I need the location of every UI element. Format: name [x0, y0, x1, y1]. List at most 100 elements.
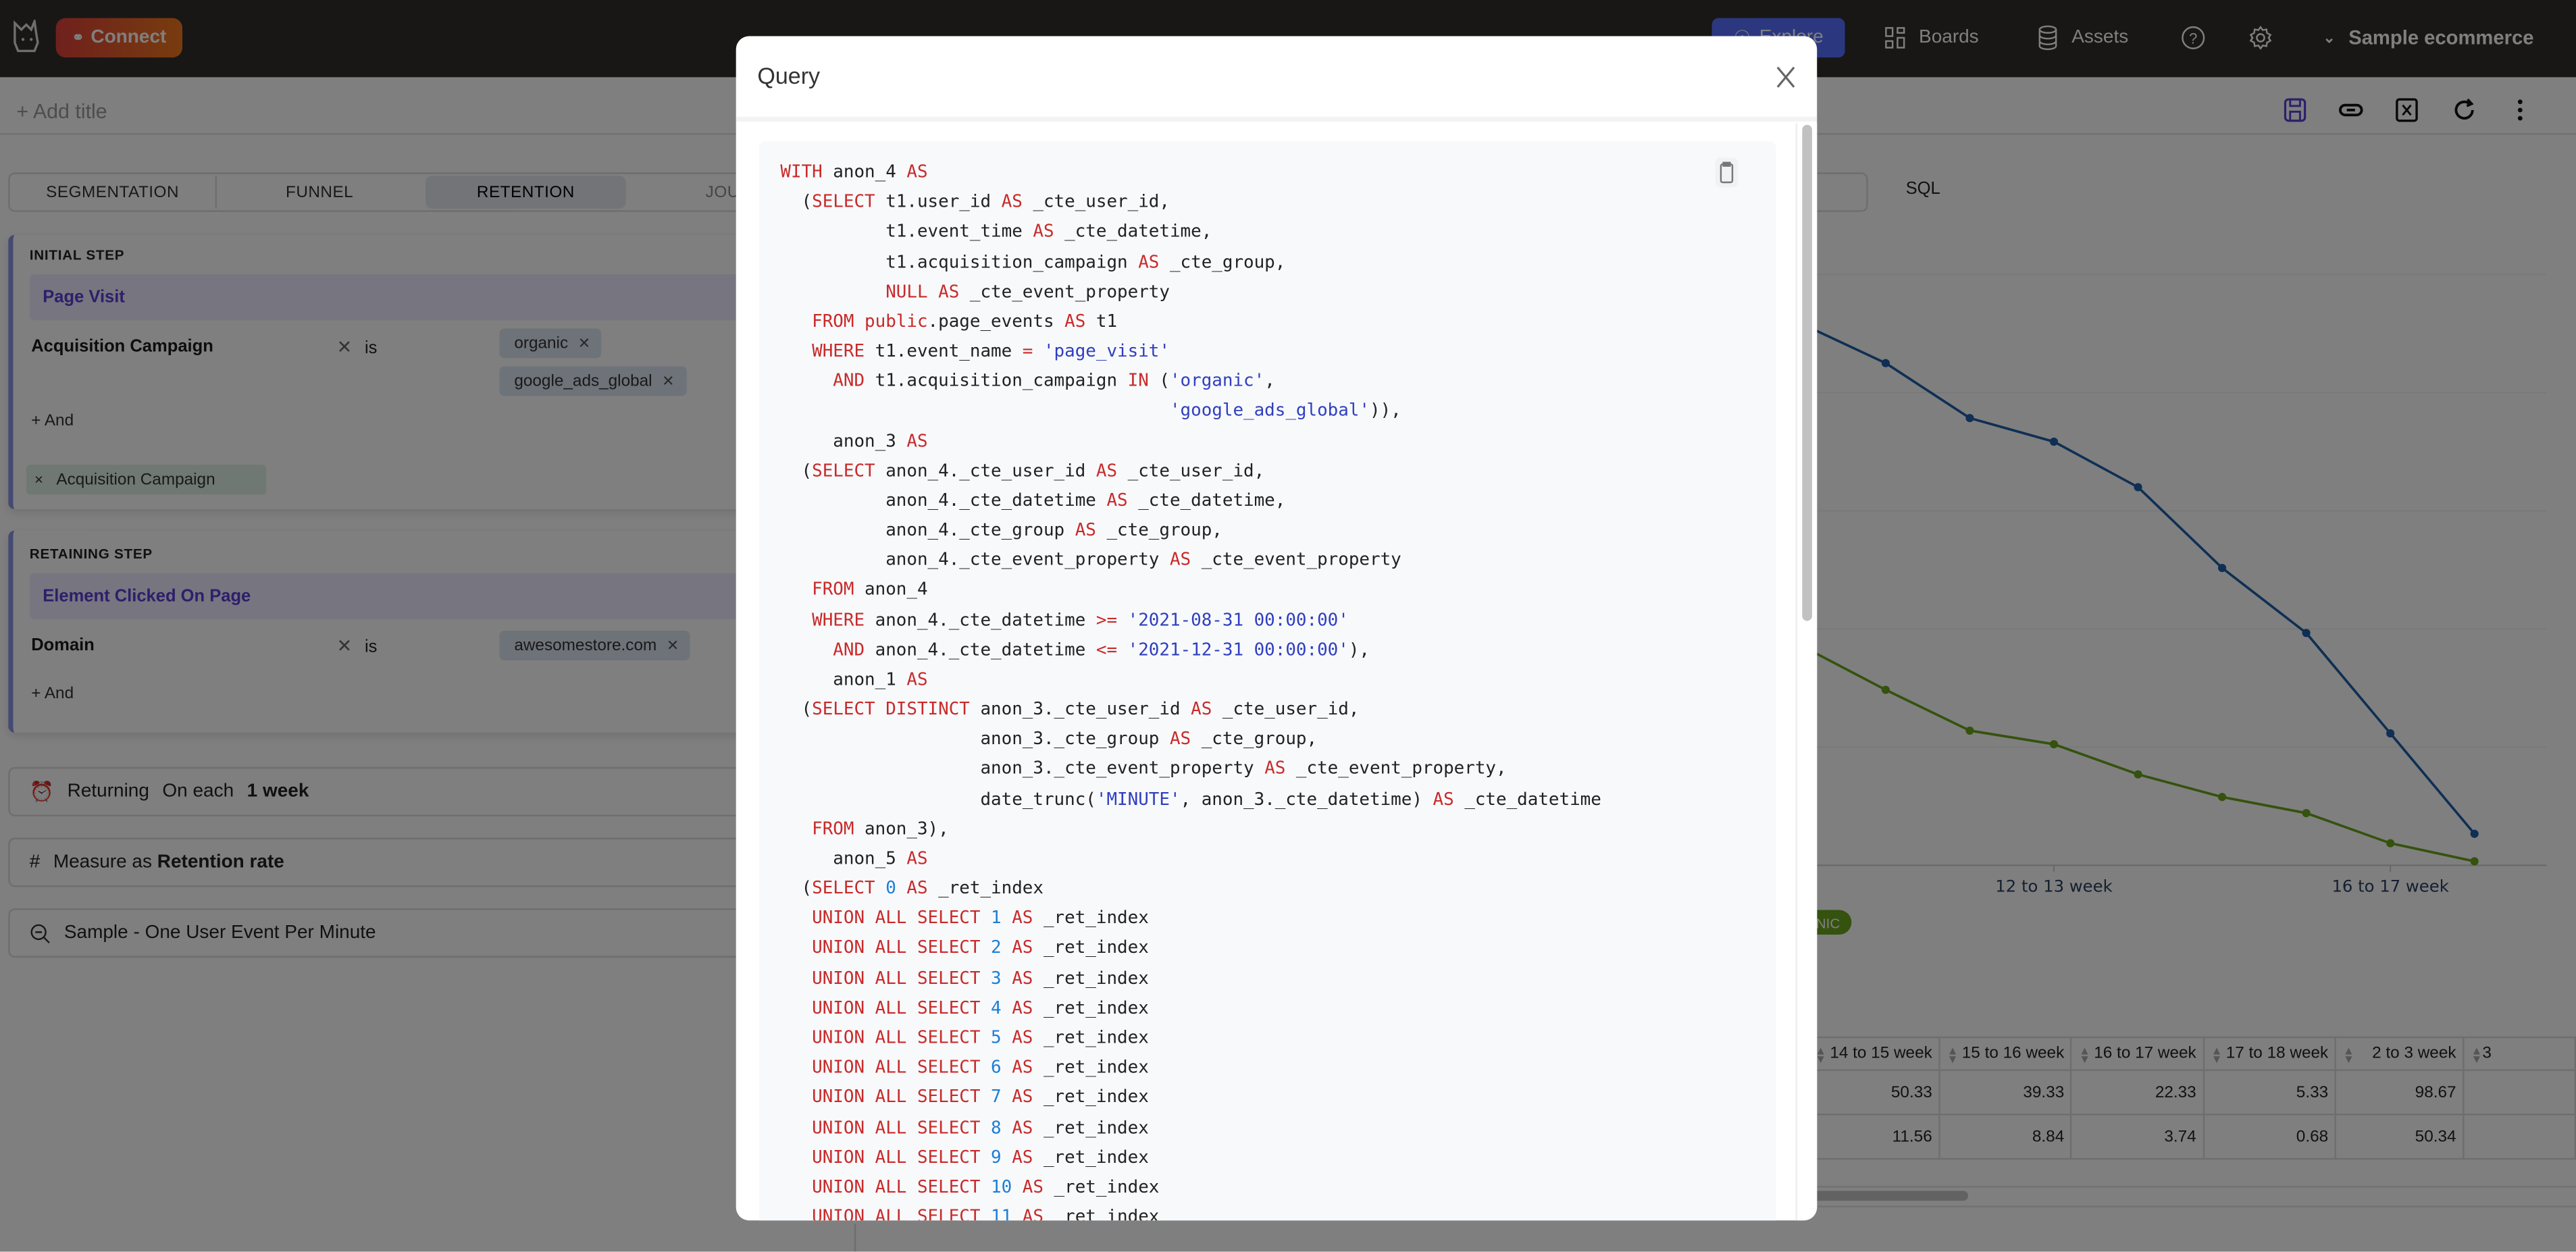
code-token: anon_3 [980, 758, 1044, 780]
code-keyword: UNION [812, 1056, 865, 1078]
code-token [854, 818, 865, 839]
code-line: anon_3 AS [780, 426, 1601, 456]
code-line: FROM anon_4 [780, 575, 1601, 605]
code-token [780, 310, 812, 332]
code-token [865, 1116, 875, 1138]
code-token [780, 1205, 812, 1220]
code-token: . [1264, 787, 1275, 810]
code-token: . [948, 548, 960, 571]
code-token [906, 997, 917, 1018]
code-token: anon_4 [833, 161, 896, 182]
code-token: ( [801, 190, 813, 213]
code-token [1033, 1087, 1044, 1108]
code-keyword: AS [1138, 250, 1160, 272]
code-token [865, 1146, 875, 1168]
code-token [1254, 758, 1265, 779]
code-token: _ret_index [1043, 1146, 1149, 1168]
code-token [980, 1056, 991, 1078]
code-keyword: SELECT [812, 190, 875, 213]
code-token: anon_3 [865, 817, 928, 839]
code-line: UNION ALL SELECT 3 AS _ret_index [780, 964, 1601, 993]
code-token [780, 937, 812, 959]
code-keyword: AS [906, 877, 928, 899]
code-line: anon_4._cte_datetime AS _cte_datetime, [780, 486, 1601, 516]
code-token [1033, 907, 1044, 929]
code-line: FROM anon_3), [780, 814, 1601, 844]
copy-button[interactable] [1715, 157, 1738, 188]
code-number: 11 [991, 1205, 1012, 1221]
code-token [970, 698, 981, 720]
code-token [780, 818, 812, 839]
code-token [780, 429, 833, 451]
code-keyword: AS [1106, 489, 1128, 511]
code-token: anon_4 [885, 489, 949, 511]
code-token: ( [801, 698, 813, 720]
code-line: UNION ALL SELECT 1 AS _ret_index [780, 904, 1601, 934]
code-token [780, 490, 885, 511]
code-token: ) [927, 817, 939, 839]
close-icon[interactable] [1773, 64, 1799, 90]
code-token [1096, 519, 1107, 541]
code-token [875, 459, 886, 481]
code-token [1023, 191, 1033, 213]
clipboard-icon [1720, 161, 1734, 184]
code-token [1149, 370, 1160, 392]
code-token [1033, 937, 1044, 959]
code-string: 'page_visit' [1043, 340, 1170, 362]
code-token: _cte_group [1054, 728, 1160, 750]
code-keyword: AS [1012, 1056, 1033, 1078]
code-token: _cte_group [1169, 250, 1275, 272]
modal-title: Query [757, 62, 821, 89]
code-token: user_id [917, 190, 991, 213]
code-token [1033, 1116, 1044, 1138]
code-keyword: AS [1033, 220, 1054, 242]
code-keyword: AS [1012, 997, 1033, 1018]
code-token [1054, 221, 1065, 242]
code-number: 3 [991, 966, 1002, 989]
code-token [780, 907, 812, 929]
code-token [1117, 459, 1128, 481]
code-token [865, 340, 875, 362]
code-keyword: SELECT [812, 877, 875, 899]
code-token [928, 280, 939, 302]
code-token: , [938, 817, 949, 839]
code-token [780, 847, 833, 869]
code-keyword: AS [1012, 1116, 1033, 1138]
code-token [780, 340, 812, 362]
code-token [780, 370, 833, 392]
code-token [980, 1116, 991, 1138]
code-token [780, 728, 980, 750]
code-token [1002, 1116, 1012, 1138]
code-keyword: AS [1022, 1205, 1044, 1221]
code-token [854, 579, 865, 600]
code-token [780, 758, 980, 779]
code-token: event_name [906, 340, 1012, 362]
code-keyword: AND [833, 638, 865, 660]
code-token: . [1043, 758, 1054, 780]
code-token: _cte_event_property [959, 548, 1160, 571]
code-token: . [1043, 698, 1054, 720]
code-token: _cte_group [1201, 728, 1307, 750]
code-token [865, 997, 875, 1018]
code-number: 8 [991, 1116, 1002, 1138]
code-token [780, 1176, 812, 1197]
code-token: ) [1380, 399, 1391, 421]
code-token [1159, 549, 1170, 571]
code-token: , [1496, 758, 1507, 780]
code-token [780, 1146, 812, 1168]
code-token: t1 [885, 220, 907, 242]
code-line: (SELECT t1.user_id AS _cte_user_id, [780, 188, 1601, 217]
code-token: , [1264, 369, 1275, 392]
code-token [1159, 251, 1170, 272]
code-keyword: SELECT [917, 1056, 981, 1078]
code-token [906, 1146, 917, 1168]
code-token [906, 1205, 917, 1220]
code-line: UNION ALL SELECT 7 AS _ret_index [780, 1083, 1601, 1113]
code-keyword: UNION [812, 937, 865, 959]
code-keyword: UNION [812, 1086, 865, 1108]
code-token: t1 [875, 340, 896, 362]
modal-scrollbar-thumb[interactable] [1802, 124, 1812, 621]
code-token [1002, 997, 1012, 1018]
code-token: . [906, 250, 917, 272]
code-token [928, 877, 939, 899]
